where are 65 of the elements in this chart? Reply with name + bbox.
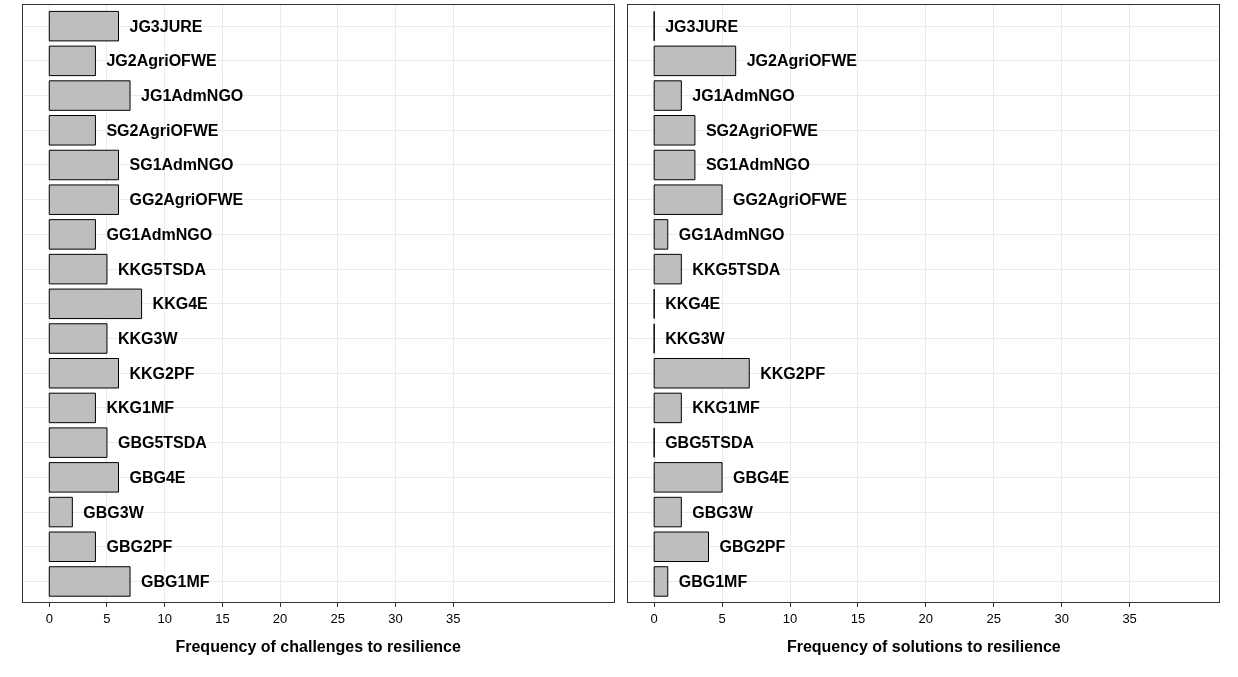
category-label: GG1AdmNGO (678, 225, 785, 243)
x-tick-label: 25 (986, 610, 1002, 626)
bar (653, 184, 723, 215)
category-label: GG2AgriOFWE (129, 191, 244, 209)
category-label: SG2AgriOFWE (106, 121, 219, 139)
category-label: KKG5TSDA (692, 260, 781, 278)
category-label: GBG1MF (678, 572, 748, 590)
category-label: GG2AgriOFWE (733, 191, 847, 209)
bar (653, 392, 682, 424)
bar (653, 357, 750, 389)
category-label: KKG5TSDA (117, 260, 206, 278)
x-tick-label: 15 (215, 610, 230, 626)
category-label: JG1AdmNGO (141, 87, 244, 105)
bar (653, 80, 682, 111)
category-label: SG1AdmNGO (705, 156, 810, 174)
category-label: KKG1MF (692, 399, 760, 417)
category-label: GG1AdmNGO (106, 225, 213, 243)
bar (653, 115, 696, 146)
x-tick-label: 25 (330, 610, 346, 626)
bar (653, 45, 737, 77)
category-label: SG2AgriOFWE (705, 121, 818, 139)
x-tick-label: 10 (782, 610, 798, 626)
category-label: KKG2PF (129, 364, 195, 382)
category-label: GBG5TSDA (665, 434, 755, 452)
category-label: KKG2PF (760, 364, 826, 382)
x-tick-label: 35 (445, 610, 461, 626)
x-tick-label: 0 (45, 610, 53, 626)
x-tick-label: 15 (850, 610, 866, 626)
bar (653, 496, 682, 528)
x-tick-label: 5 (103, 610, 111, 626)
x-tick-label: 20 (272, 610, 288, 626)
category-label: JG2AgriOFWE (106, 52, 217, 70)
category-label: GBG4E (129, 468, 186, 486)
x-tick-label: 35 (1122, 610, 1137, 626)
category-label: KKG3W (117, 330, 178, 348)
category-label: SG1AdmNGO (129, 156, 234, 174)
x-tick-label: 10 (157, 610, 172, 626)
bar (653, 462, 723, 493)
category-label: JG1AdmNGO (692, 87, 795, 105)
category-label: KKG4E (152, 295, 208, 313)
x-axis-title: Frequency of solutions to resilience (786, 637, 1061, 655)
x-axis-title: Frequency of challenges to resilience (175, 637, 461, 655)
category-label: KKG4E (665, 295, 721, 313)
category-label: KKG1MF (106, 399, 174, 417)
category-label: GBG2PF (106, 538, 173, 556)
category-label: GBG3W (83, 503, 144, 521)
x-tick-label: 30 (1054, 610, 1069, 626)
category-label: JG2AgriOFWE (746, 52, 857, 70)
x-tick-label: 30 (388, 610, 403, 626)
category-label: GBG2PF (719, 538, 786, 556)
bar (653, 149, 696, 181)
category-label: GBG3W (692, 503, 753, 521)
category-label: JG3JURE (665, 17, 739, 35)
x-tick-label: 5 (718, 610, 726, 626)
x-tick-label: 20 (918, 610, 934, 626)
category-label: GBG4E (733, 468, 790, 486)
category-label: KKG3W (665, 330, 725, 348)
bar (653, 219, 669, 250)
x-tick-label: 0 (650, 610, 658, 626)
category-label: JG3JURE (129, 17, 203, 35)
category-label: GBG1MF (141, 572, 210, 590)
bar (653, 253, 682, 285)
bar (653, 531, 710, 563)
bar (653, 566, 669, 597)
category-label: GBG5TSDA (117, 434, 207, 452)
